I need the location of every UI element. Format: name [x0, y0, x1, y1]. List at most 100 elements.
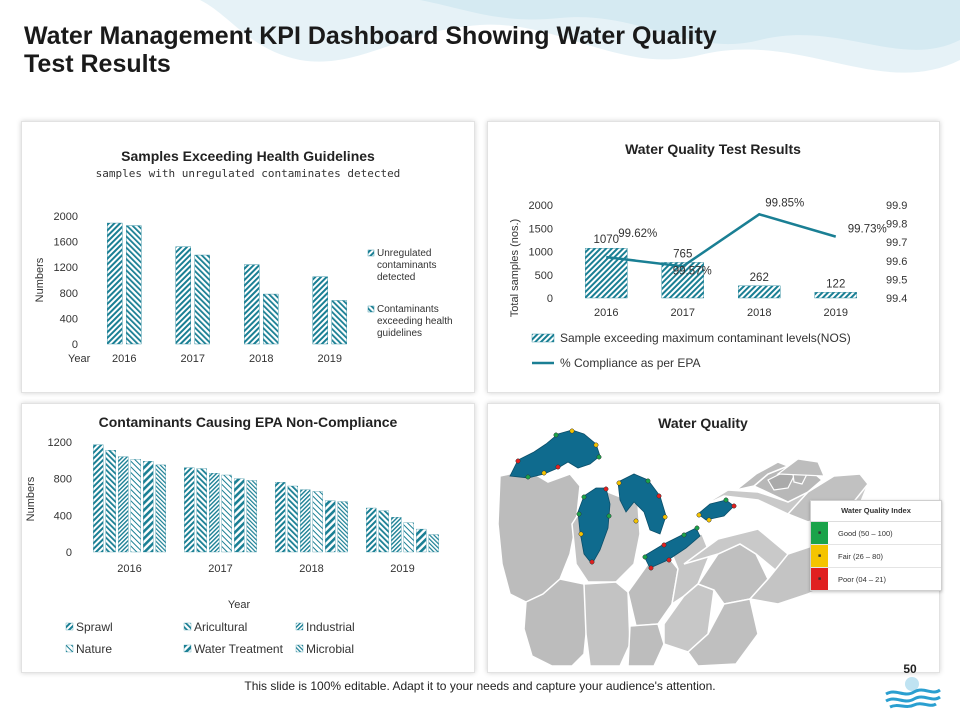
bar-data-label: 765	[673, 248, 692, 260]
x-axis-label: Year	[228, 599, 251, 611]
site-dot	[581, 494, 587, 500]
legend-poor: ■ Poor (04 – 21)	[811, 568, 941, 590]
chart-subtitle: samples with unregulated contaminates de…	[96, 167, 401, 180]
legend-item: Contaminants exceeding health guidelines	[367, 304, 453, 339]
bar	[194, 254, 210, 345]
site-dot	[706, 517, 712, 523]
legend-label: Contaminants exceeding health guidelines	[377, 304, 453, 339]
site-dot	[593, 442, 599, 448]
y-tick-label: 0	[547, 293, 553, 305]
site-dot	[603, 486, 609, 492]
legend-label: Water Treatment	[194, 642, 284, 656]
legend-label: Sample exceeding maximum contaminant lev…	[560, 331, 851, 345]
state-shape	[583, 581, 631, 667]
bar	[107, 222, 123, 345]
x-tick-label: 2019	[824, 307, 848, 319]
y-tick-label: 2000	[529, 200, 553, 212]
legend-swatch	[65, 622, 74, 631]
bar	[366, 507, 377, 553]
water-quality-test-chart: Water Quality Test Results 0 500 1000 1500 20…	[509, 141, 907, 370]
y-tick-label: 800	[54, 474, 72, 486]
state-shape	[776, 458, 825, 477]
y-axis-label: Total samples (nos.)	[509, 219, 521, 317]
bar	[118, 456, 129, 553]
y-tick-label: 1200	[48, 437, 72, 449]
bar	[403, 522, 414, 553]
bar	[337, 501, 348, 553]
site-dot	[606, 513, 612, 519]
lake-michigan	[577, 487, 611, 565]
site-dot	[694, 525, 700, 531]
site-dot	[723, 497, 729, 503]
bar	[428, 534, 439, 553]
bar	[234, 478, 245, 553]
site-dot	[648, 565, 654, 571]
bar	[130, 459, 141, 553]
x-tick-label: 2017	[671, 307, 695, 319]
site-dot	[553, 432, 559, 438]
site-dot	[656, 493, 662, 499]
water-quality-index-title: Water Quality Index	[811, 501, 941, 522]
logo-waves-icon	[885, 677, 941, 709]
state-shape	[687, 598, 759, 667]
state-shape	[627, 623, 665, 667]
panel-samples-exceeding: Samples Exceeding Health Guidelines sampl…	[21, 121, 475, 393]
bar	[196, 468, 207, 553]
y-tick-label: 800	[60, 288, 78, 300]
panel-water-quality-map: Water Quality	[487, 403, 940, 673]
bar-data-label: 1070	[593, 234, 619, 246]
x-tick-label: 2018	[249, 353, 273, 365]
y-tick-label: 400	[54, 510, 72, 522]
line-data-label: 99.62%	[618, 228, 657, 240]
x-tick-label: 2016	[117, 563, 141, 575]
lake-superior	[509, 429, 601, 479]
y-tick-label: 2000	[54, 211, 78, 223]
chart-title: Samples Exceeding Health Guidelines	[121, 148, 375, 164]
bar	[244, 264, 260, 345]
bar	[331, 300, 347, 345]
line-data-label: 99.85%	[765, 197, 804, 209]
site-dot	[642, 554, 648, 560]
legend-item: Unregulated contaminants detected	[367, 248, 436, 283]
y2-tick-label: 99.4	[886, 293, 907, 305]
y-tick-label: 1600	[54, 237, 78, 249]
legend-label: Nature	[76, 642, 112, 656]
site-dot	[589, 559, 595, 565]
bar	[155, 464, 166, 553]
legend-label: Sprawl	[76, 620, 113, 634]
state-shape	[497, 469, 581, 603]
site-dot	[661, 542, 667, 548]
y-tick-label: 400	[60, 313, 78, 325]
bar	[287, 485, 298, 553]
legend-swatch	[295, 622, 304, 631]
x-tick-label: 2016	[112, 353, 136, 365]
site-dot	[662, 514, 668, 520]
fair-swatch: ■	[811, 545, 828, 567]
legend-swatch	[367, 305, 375, 313]
water-quality-title: Water Quality	[658, 415, 748, 431]
bar	[661, 262, 704, 299]
x-tick-label: 2018	[299, 563, 323, 575]
x-tick-label: 2017	[208, 563, 232, 575]
bar	[312, 491, 323, 553]
site-dot	[555, 464, 561, 470]
bar	[184, 467, 195, 553]
site-dot	[696, 512, 702, 518]
page-title: Water Management KPI Dashboard Showing W…	[24, 22, 717, 78]
line-series	[606, 212, 837, 268]
bar	[175, 246, 191, 345]
water-quality-index-legend: Water Quality Index ■ Good (50 – 100) ■ …	[810, 500, 942, 591]
legend-swatch	[183, 622, 192, 631]
legend-label: Microbial	[306, 642, 354, 656]
y-tick-label: 0	[66, 547, 72, 559]
bar	[143, 461, 154, 553]
bar	[263, 293, 279, 345]
bar	[378, 510, 389, 553]
footer-note: This slide is 100% editable. Adapt it to…	[244, 679, 716, 693]
site-dot	[515, 458, 521, 464]
line-data-label: 99.73%	[848, 224, 887, 236]
site-dot	[633, 518, 639, 524]
panel-water-quality-test: Water Quality Test Results 0 500 1000 1500 20…	[487, 121, 940, 393]
x-tick-label: 2016	[594, 307, 618, 319]
legend-swatch	[531, 333, 555, 343]
